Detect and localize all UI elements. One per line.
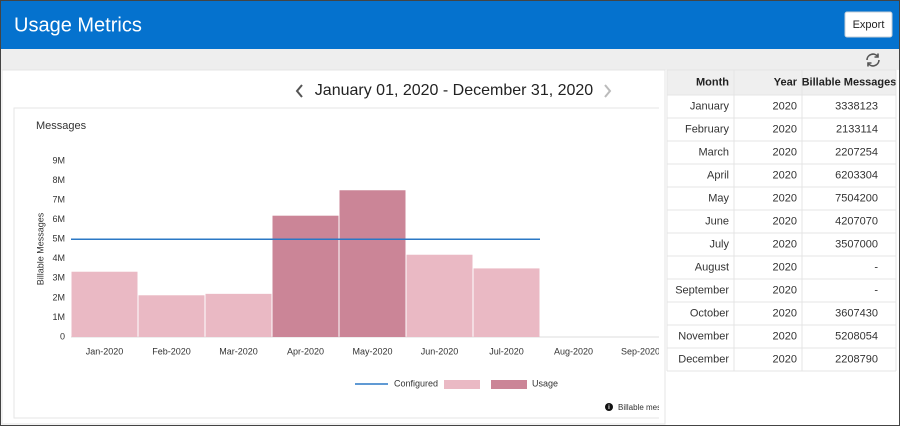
chart-title: Messages (36, 120, 87, 132)
next-button[interactable] (604, 84, 612, 98)
x-tick-label: Feb-2020 (152, 346, 191, 356)
y-tick-label: 6M (52, 214, 65, 224)
table-cell: December (678, 353, 729, 365)
bar (339, 190, 406, 337)
page-title: Usage Metrics (14, 14, 142, 36)
legend-label: Usage (532, 378, 558, 388)
x-tick-label: Jul-2020 (489, 346, 524, 356)
table-cell: 7504200 (835, 192, 878, 204)
column-header: Month (696, 76, 729, 88)
plot: 0 1M 2M 3M 4M 5M 6M 7M 8M 9M Jan-2020 Feb-2020 Mar-2… (52, 155, 660, 389)
table-cell: 2020 (773, 238, 797, 250)
table-cell: July (709, 238, 729, 250)
table-cell: 2020 (773, 123, 797, 135)
legend-threshold-label: Configured (394, 378, 438, 388)
table-cell: 2133114 (836, 123, 878, 135)
y-tick-label: 0 (60, 331, 65, 341)
table-cell: May (708, 192, 729, 204)
y-tick-label: 5M (52, 234, 65, 244)
x-tick-label: Apr-2020 (287, 346, 324, 356)
info-glyph: i (608, 405, 610, 411)
table-cell: 2020 (773, 169, 797, 181)
table-cell: 3607430 (835, 307, 878, 319)
y-tick-label: 1M (52, 312, 65, 322)
table-cell: 2020 (773, 146, 797, 158)
table-cell: 2208790 (835, 353, 878, 365)
x-tick-label: Mar-2020 (219, 346, 258, 356)
y-tick-label: 9M (52, 155, 65, 165)
table-cell: January (690, 100, 730, 112)
table-cell: 2020 (773, 307, 797, 319)
bar (272, 215, 339, 337)
y-tick-label: 2M (52, 292, 65, 302)
table-cell: - (874, 261, 878, 273)
table-cell: 3507000 (835, 238, 878, 250)
bar (71, 271, 138, 337)
table-cell: November (678, 330, 729, 342)
x-tick-label: Sep-2020 (621, 346, 660, 356)
y-tick-label: 7M (52, 194, 65, 204)
y-tick-label: 4M (52, 253, 65, 263)
table-cell: June (705, 215, 729, 227)
table-cell: 2020 (773, 215, 797, 227)
bar (138, 295, 205, 337)
date-range: January 01, 2020 - December 31, 2020 (315, 82, 594, 99)
x-tick-label: Aug-2020 (554, 346, 593, 356)
x-tick-label: May-2020 (352, 346, 392, 356)
x-tick-label: Jan-2020 (86, 346, 124, 356)
legend-swatch (444, 380, 480, 389)
table-cell: 2020 (773, 284, 797, 296)
table-header-bg (667, 70, 896, 95)
bar (406, 254, 473, 337)
header-bar (1, 1, 899, 49)
table-cell: 2020 (773, 330, 797, 342)
table-cell: 3338123 (835, 100, 878, 112)
table-cell: March (698, 146, 729, 158)
y-tick-label: 8M (52, 175, 65, 185)
x-tick-label: Jun-2020 (421, 346, 459, 356)
table-cell: - (874, 284, 878, 296)
prev-button[interactable] (295, 84, 303, 98)
table-cell: September (675, 284, 729, 296)
toolbar (1, 49, 899, 70)
table-cell: 6203304 (835, 169, 878, 181)
table-cell: October (690, 307, 729, 319)
table-cell: February (685, 123, 730, 135)
table-cell: August (695, 261, 729, 273)
table-cell: 2207254 (835, 146, 878, 158)
refresh-icon[interactable] (866, 53, 880, 67)
export-button[interactable] (844, 11, 893, 38)
legend-swatch-over (491, 380, 527, 389)
table-cell: 5208054 (835, 330, 878, 342)
chart-note: Billable mes (618, 403, 661, 412)
table-cell: April (707, 169, 729, 181)
table-cell: 2020 (773, 261, 797, 273)
y-axis-title: Billable Messages (35, 212, 45, 285)
table: Month Year Billable Messages January 2020 333… (666, 69, 897, 372)
y-tick-label: 3M (52, 273, 65, 283)
table-cell: 2020 (773, 100, 797, 112)
column-header: Year (774, 76, 798, 88)
table-cell: 2020 (773, 353, 797, 365)
table-cell: 4207070 (835, 215, 878, 227)
bar (473, 268, 540, 337)
column-header: Billable Messages (802, 76, 897, 88)
export-label[interactable]: Export (853, 19, 885, 31)
info-icon (605, 403, 613, 411)
bar (205, 293, 272, 337)
table-cell: 2020 (773, 192, 797, 204)
